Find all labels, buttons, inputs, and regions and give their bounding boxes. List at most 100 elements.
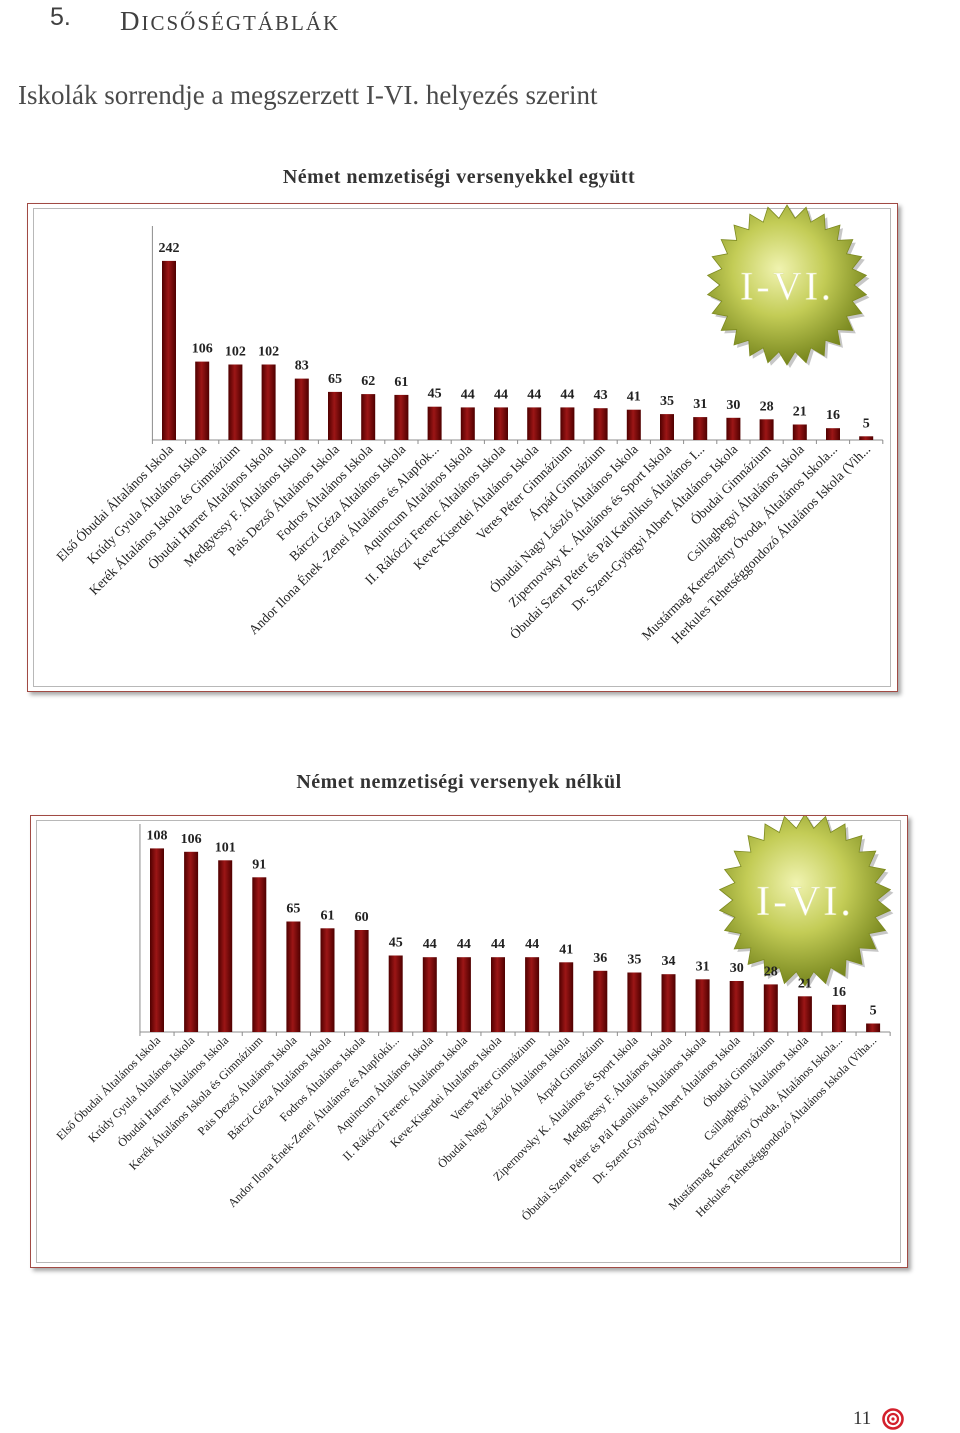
bar [162, 260, 176, 440]
bar [832, 1004, 846, 1032]
value-label: 28 [764, 964, 778, 979]
bar [422, 957, 437, 1032]
bar [195, 361, 210, 440]
bar [693, 417, 708, 440]
bar [593, 408, 608, 440]
value-label: 35 [660, 394, 674, 409]
value-label: 44 [457, 937, 471, 952]
bar [261, 364, 276, 440]
badge-text: I-VI. [756, 879, 854, 925]
bar [726, 417, 741, 440]
bar [388, 955, 403, 1032]
bar [228, 364, 243, 440]
value-label: 41 [559, 942, 573, 957]
value-label: 44 [491, 937, 505, 952]
bar [525, 957, 540, 1032]
bar [763, 984, 778, 1032]
value-label: 35 [627, 953, 641, 968]
value-label: 62 [361, 374, 375, 389]
value-label: 44 [560, 387, 574, 402]
value-label: 91 [252, 857, 266, 872]
bar [695, 979, 710, 1032]
bar [527, 407, 542, 440]
bar [294, 378, 309, 440]
value-label: 21 [793, 405, 807, 420]
value-label: 5 [863, 416, 870, 431]
value-label: 30 [726, 398, 740, 413]
value-label: 44 [461, 387, 475, 402]
value-label: 101 [215, 840, 236, 855]
value-label: 41 [627, 390, 641, 405]
value-label: 61 [321, 908, 335, 923]
value-label: 106 [192, 342, 213, 357]
value-label: 44 [527, 387, 541, 402]
value-label: 65 [286, 902, 300, 917]
chart-frame-without-german: I-VI. 108 Első Óbudai Általános Iskola 106 K… [30, 815, 908, 1268]
value-label: 28 [760, 399, 774, 414]
starburst-badge-icon [706, 204, 868, 366]
value-label: 30 [730, 961, 744, 976]
page-number: 11 [853, 1408, 872, 1429]
bar [759, 419, 774, 440]
starburst-badge-icon [718, 816, 892, 987]
plot-area-border [33, 208, 891, 687]
bar [660, 414, 674, 440]
value-label: 45 [428, 387, 442, 402]
value-label: 44 [525, 937, 539, 952]
bar [560, 407, 575, 440]
value-label: 83 [295, 359, 309, 374]
value-label: 60 [355, 910, 369, 925]
bar [559, 962, 574, 1032]
bar [729, 981, 744, 1032]
bar [859, 436, 874, 440]
value-label: 44 [423, 937, 437, 952]
bar [184, 851, 199, 1032]
bar [661, 974, 676, 1032]
bar [252, 877, 267, 1032]
bar [218, 860, 233, 1032]
bar [354, 930, 369, 1032]
bar [460, 407, 475, 440]
value-label: 31 [696, 959, 710, 974]
bar [627, 972, 642, 1032]
value-label: 43 [594, 388, 608, 403]
value-label: 34 [662, 954, 676, 969]
value-label: 102 [225, 345, 246, 360]
bar [361, 394, 376, 440]
section-number: 5. [50, 3, 71, 31]
value-label: 5 [870, 1004, 877, 1019]
value-label: 21 [798, 976, 812, 991]
target-icon [882, 1408, 904, 1430]
value-label: 242 [159, 241, 180, 256]
bar [286, 921, 301, 1032]
bar [491, 957, 505, 1032]
bar [328, 391, 342, 440]
value-label: 106 [181, 832, 202, 847]
bar [456, 957, 471, 1032]
chart-title-with-german: Német nemzetiségi versenyekkel együtt [282, 166, 636, 188]
section-title: DICSŐSÉGTÁBLÁK [120, 6, 341, 36]
bar [494, 407, 508, 440]
bar [320, 928, 335, 1032]
chart-frame-with-german: I-VI. 242 Első Óbudai Általános Iskola 106 K… [27, 203, 898, 692]
bar [593, 970, 608, 1032]
value-label: 16 [826, 408, 840, 423]
badge-text: I-VI. [740, 263, 834, 308]
bar [866, 1023, 881, 1032]
bar [792, 424, 807, 440]
bar [826, 428, 840, 440]
value-label: 65 [328, 372, 342, 387]
value-label: 44 [494, 387, 508, 402]
bar [797, 996, 812, 1032]
page-subtitle: Iskolák sorrendje a megszerzett I-VI. he… [18, 80, 598, 110]
chart-title-without-german: Német nemzetiségi versenyek nélkül [296, 771, 622, 793]
plot-area-border [36, 820, 901, 1263]
value-label: 102 [258, 345, 279, 360]
bar [150, 848, 164, 1032]
value-label: 61 [394, 375, 408, 390]
value-label: 31 [693, 397, 707, 412]
bar [427, 406, 442, 440]
